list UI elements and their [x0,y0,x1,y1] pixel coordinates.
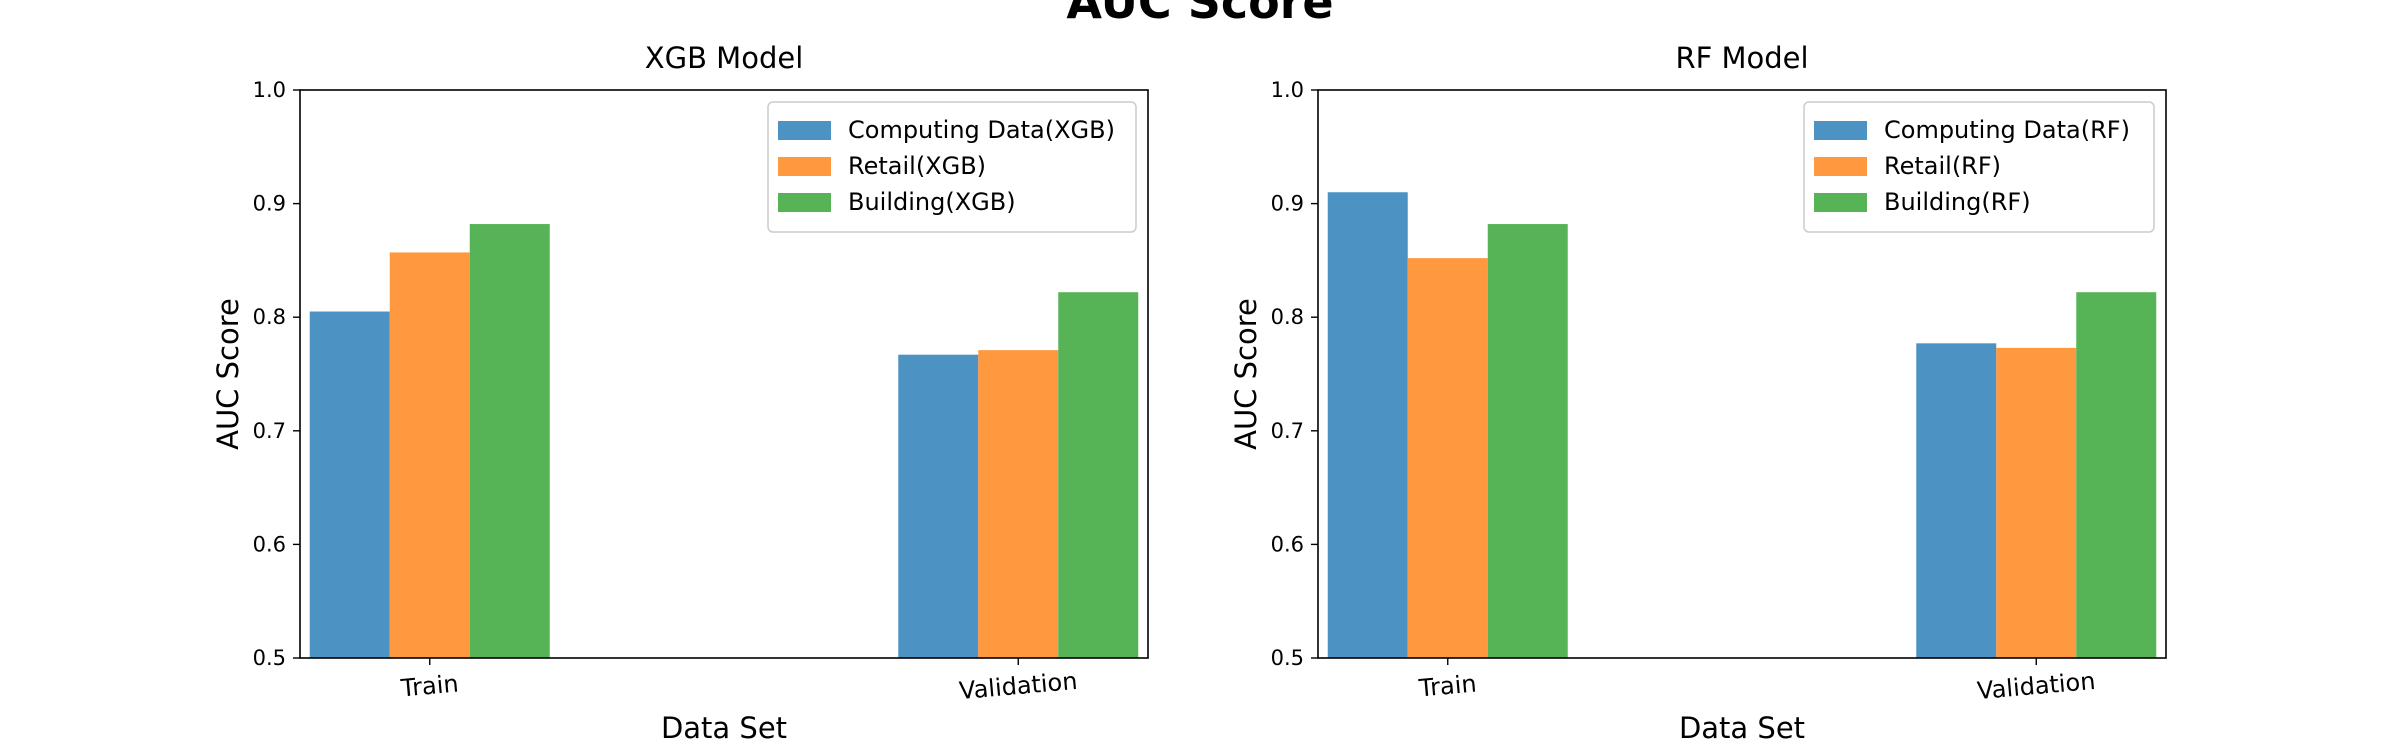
y-tick-label: 0.8 [253,305,286,329]
y-tick-label: 0.7 [1271,419,1304,443]
bar-building-xgb-validation [1058,292,1139,658]
x-tick-label: Validation [958,667,1079,705]
chart-panel-1: XGB Model 0.5 0.6 0.7 0.8 0.9 1.0 Train Validati… [211,41,1149,745]
bar-retail-rf-train [1407,258,1488,658]
y-tick-label: 0.5 [253,646,286,670]
legend-swatch [1814,157,1867,176]
legend-entry-label: Retail(XGB) [848,152,986,180]
legend-swatch [778,121,831,140]
bar-retail-xgb-train [389,252,470,658]
legend-swatch [1814,193,1867,212]
legend-swatch [1814,121,1867,140]
legend-swatch [778,157,831,176]
figure-title: AUC Score [1066,0,1333,29]
bar-retail-xgb-validation [978,350,1059,658]
legend-entry-label: Retail(RF) [1884,152,2001,180]
y-tick-label: 1.0 [253,78,286,102]
panel-title: XGB Model [645,41,804,75]
legend-box [767,101,1137,233]
bar-computing-data-xgb-train [309,311,390,658]
x-tick-label: Train [1417,670,1478,703]
legend-entry-label: Computing Data(RF) [1884,116,2130,144]
legend: Computing Data(RF) Retail(RF) Building(RF) [1803,101,2155,233]
y-tick-label: 0.9 [253,192,286,216]
legend-entry-label: Building(XGB) [848,188,1016,216]
bar-building-rf-validation [2076,292,2157,658]
bar-retail-rf-validation [1996,347,2077,658]
legend-box [1803,101,2155,233]
y-tick-label: 0.9 [1271,192,1304,216]
x-tick-label: Train [399,670,460,703]
plot-frame [299,89,1149,659]
y-axis-label: AUC Score [211,298,245,450]
chart-panels: XGB Model 0.5 0.6 0.7 0.8 0.9 1.0 Train Validati… [211,41,2167,745]
y-tick-label: 0.8 [1271,305,1304,329]
y-tick-label: 0.7 [253,419,286,443]
x-axis-label: Data Set [1679,711,1805,745]
x-axis-label: Data Set [661,711,787,745]
chart-panel-2: RF Model 0.5 0.6 0.7 0.8 0.9 1.0 Train Validatio… [1229,41,2167,745]
legend-entry-label: Building(RF) [1884,188,2031,216]
bar-building-xgb-train [469,224,550,658]
y-tick-label: 0.5 [1271,646,1304,670]
bar-computing-data-rf-validation [1916,343,1997,658]
bar-computing-data-xgb-validation [898,354,979,658]
y-axis-label: AUC Score [1229,298,1263,450]
y-tick-label: 0.6 [1271,532,1304,556]
x-tick-label: Validation [1976,667,2097,705]
legend: Computing Data(XGB) Retail(XGB) Building(X… [767,101,1137,233]
legend-swatch [778,193,831,212]
legend-entry-label: Computing Data(XGB) [848,116,1115,144]
y-tick-label: 1.0 [1271,78,1304,102]
bar-computing-data-rf-train [1327,192,1408,659]
plot-frame [1317,89,2167,659]
panel-title: RF Model [1675,41,1808,75]
y-tick-label: 0.6 [253,532,286,556]
bar-building-rf-train [1487,224,1568,658]
